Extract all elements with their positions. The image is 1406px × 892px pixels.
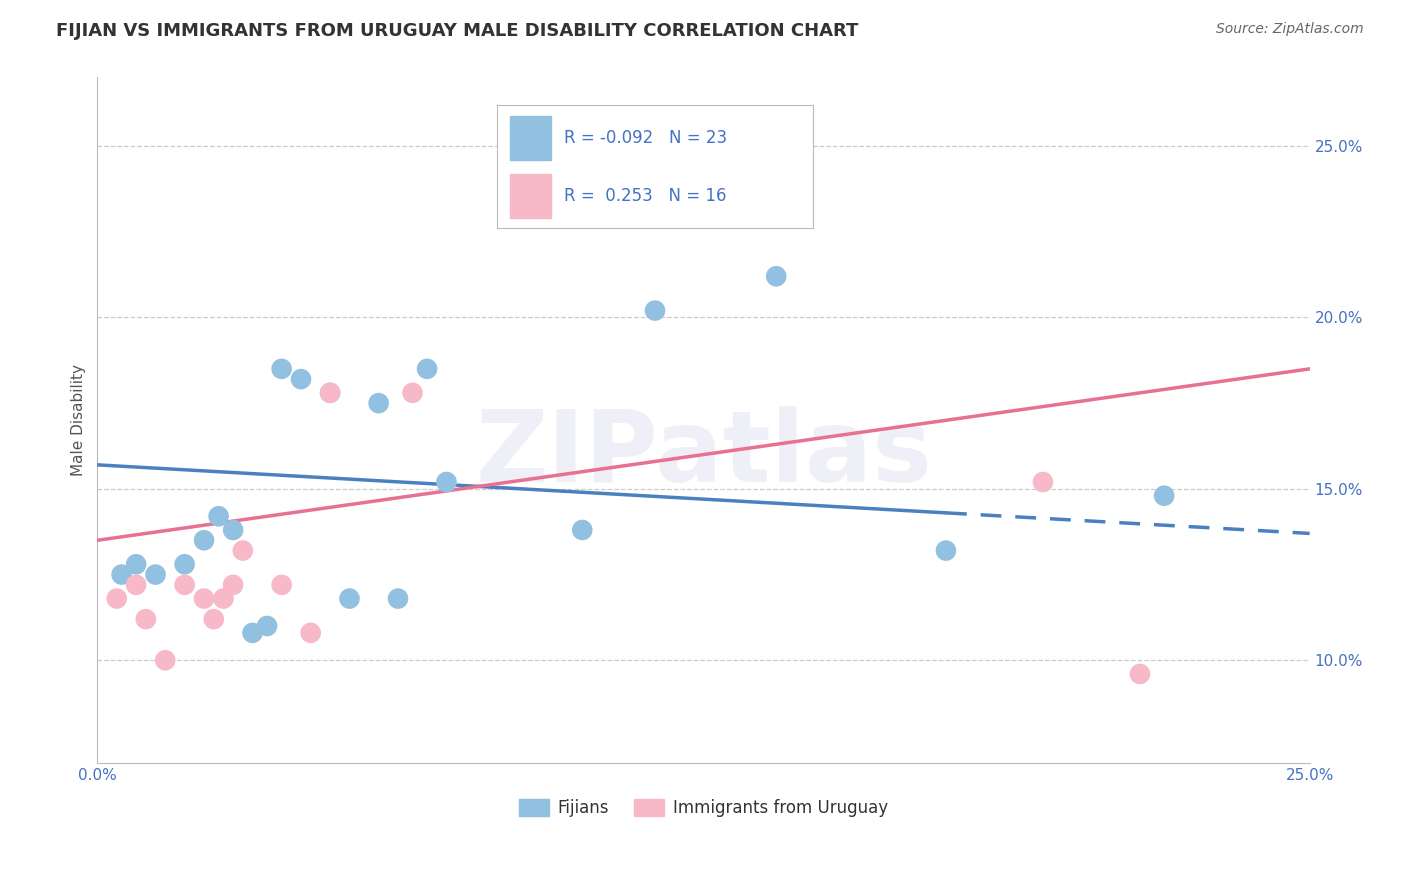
Point	[765, 269, 787, 284]
Point	[644, 303, 666, 318]
Y-axis label: Male Disability: Male Disability	[72, 364, 86, 476]
Point	[173, 578, 195, 592]
Point	[367, 396, 389, 410]
Point	[1153, 489, 1175, 503]
Point	[110, 567, 132, 582]
Point	[105, 591, 128, 606]
Point	[135, 612, 157, 626]
Point	[571, 523, 593, 537]
Point	[145, 567, 167, 582]
Point	[270, 362, 292, 376]
Point	[1032, 475, 1054, 489]
Point	[125, 558, 148, 572]
Point	[436, 475, 458, 489]
Point	[270, 578, 292, 592]
Point	[256, 619, 278, 633]
Point	[222, 578, 245, 592]
Point	[387, 591, 409, 606]
Point	[222, 523, 245, 537]
Point	[232, 543, 254, 558]
Point	[319, 385, 342, 400]
Point	[290, 372, 312, 386]
Point	[207, 509, 229, 524]
Text: FIJIAN VS IMMIGRANTS FROM URUGUAY MALE DISABILITY CORRELATION CHART: FIJIAN VS IMMIGRANTS FROM URUGUAY MALE D…	[56, 22, 859, 40]
Point	[1129, 667, 1152, 681]
Point	[935, 543, 957, 558]
Point	[416, 362, 439, 376]
Point	[193, 533, 215, 548]
Point	[717, 201, 740, 215]
Text: Source: ZipAtlas.com: Source: ZipAtlas.com	[1216, 22, 1364, 37]
Point	[202, 612, 225, 626]
Point	[242, 625, 264, 640]
Point	[212, 591, 235, 606]
Point	[339, 591, 361, 606]
Point	[173, 558, 195, 572]
Point	[193, 591, 215, 606]
Point	[401, 385, 423, 400]
Text: ZIPatlas: ZIPatlas	[475, 406, 932, 503]
Point	[125, 578, 148, 592]
Point	[299, 625, 322, 640]
Point	[319, 385, 342, 400]
Legend: Fijians, Immigrants from Uruguay: Fijians, Immigrants from Uruguay	[513, 792, 894, 823]
Point	[155, 653, 177, 667]
